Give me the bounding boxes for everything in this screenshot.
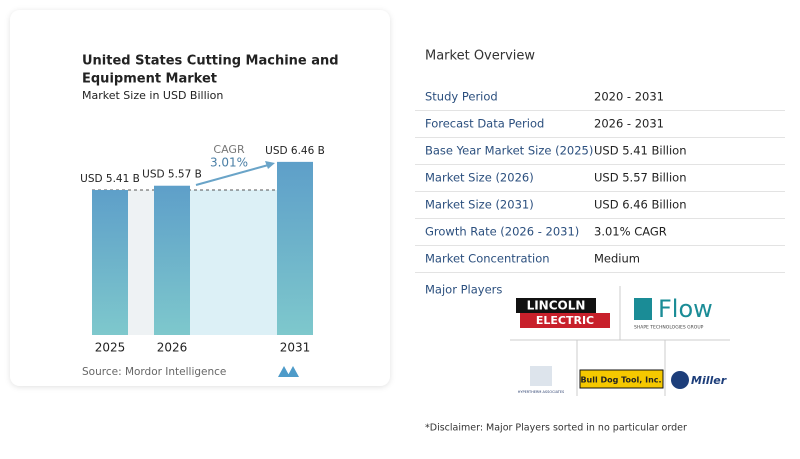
row-value: USD 6.46 Billion: [594, 198, 686, 212]
bar: [277, 161, 313, 335]
logo-miller: Miller: [691, 374, 727, 387]
logo-electric: ELECTRIC: [536, 314, 594, 327]
logo-flow: Flow: [658, 295, 713, 323]
logo-box: [579, 369, 664, 389]
overview-table: Study Period 2020 - 2031 Forecast Data Per…: [415, 90, 785, 273]
chart-title-1: United States Cutting Machine and: [82, 54, 339, 69]
row-value: 2026 - 2031: [594, 117, 664, 131]
row-value: USD 5.57 Billion: [594, 171, 686, 185]
row-label: Market Concentration: [425, 252, 550, 266]
row-value: USD 5.41 Billion: [594, 144, 686, 158]
cagr-arrowhead: [265, 161, 275, 169]
logo-flow-sub: SHAPE TECHNOLOGIES GROUP: [634, 325, 704, 331]
logo-mark: [671, 371, 689, 389]
source-logo: [278, 366, 299, 377]
row-label: Study Period: [425, 90, 498, 104]
row-label: Market Size (2026): [425, 171, 534, 185]
bar: [154, 185, 190, 335]
cagr-value: 3.01%: [210, 156, 248, 170]
cagr-label: CAGR: [213, 143, 245, 156]
logo-mark: [530, 366, 552, 386]
source: Source: Mordor Intelligence: [82, 366, 226, 378]
x-tick-label: 2031: [280, 341, 311, 355]
players-label: Major Players: [425, 283, 502, 297]
x-tick-label: 2026: [157, 341, 188, 355]
overview-title: Market Overview: [425, 49, 535, 64]
row-label: Growth Rate (2026 - 2031): [425, 225, 579, 239]
logo-hypertherm: HYPERTHERM ASSOCIATES: [518, 390, 565, 394]
bar: [92, 190, 128, 335]
value-label: USD 6.46 B: [265, 145, 325, 157]
x-tick-label: 2025: [95, 341, 126, 355]
row-value: Medium: [594, 252, 640, 266]
value-label: USD 5.41 B: [80, 173, 140, 185]
disclaimer: *Disclaimer: Major Players sorted in no …: [425, 423, 687, 434]
chart-subtitle: Market Size in USD Billion: [82, 89, 223, 102]
row-label: Base Year Market Size (2025): [425, 144, 593, 158]
logo-lincoln: LINCOLN: [527, 299, 586, 313]
logo-box: [516, 298, 596, 313]
logo-bulldog: Bull Dog Tool, Inc.: [580, 376, 661, 385]
logo-box: [520, 313, 610, 328]
row-label: Forecast Data Period: [425, 117, 544, 131]
forecast-band: [190, 190, 277, 335]
row-value: 2020 - 2031: [594, 90, 664, 104]
logo-mark: [634, 298, 652, 320]
row-value: 3.01% CAGR: [594, 225, 667, 239]
value-label: USD 5.57 B: [142, 169, 202, 181]
row-label: Market Size (2031): [425, 198, 534, 212]
chart-title-2: Equipment Market: [82, 72, 217, 87]
cagr-arrow: [195, 163, 273, 186]
